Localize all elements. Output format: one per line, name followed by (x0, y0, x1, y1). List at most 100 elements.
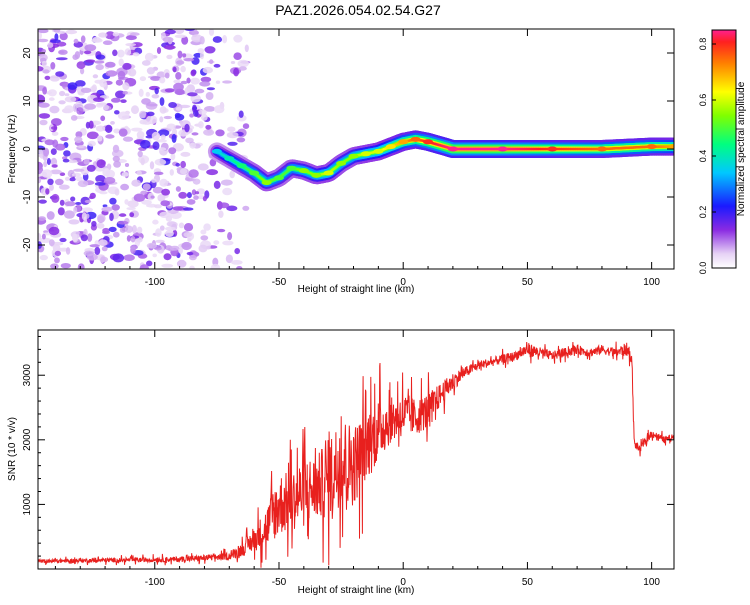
x-tick-label: -50 (272, 277, 287, 288)
noise-blob (164, 45, 176, 49)
x-tick-label: 50 (522, 277, 534, 288)
noise-blob (180, 66, 186, 72)
noise-blob (59, 91, 65, 96)
noise-blob (47, 158, 51, 165)
noise-blob (182, 53, 186, 57)
noise-blob (233, 35, 242, 43)
noise-blob (152, 220, 158, 225)
noise-blob (187, 192, 192, 198)
x-tick-label: -100 (145, 577, 165, 588)
noise-blob (84, 44, 96, 51)
noise-blob (75, 202, 82, 205)
noise-blob (126, 207, 135, 210)
noise-blob (207, 87, 215, 90)
ridge-peak (237, 163, 247, 168)
x-tick-label: -50 (272, 577, 287, 588)
noise-blob (94, 60, 104, 63)
noise-blob (154, 172, 164, 176)
noise-blob (189, 113, 194, 117)
spectrogram-x-label: Height of straight line (km) (298, 284, 415, 295)
noise-blob (189, 255, 197, 260)
noise-blob (103, 105, 109, 110)
colorbar: 0.00.20.40.60.8 Normalized spectral ampl… (698, 30, 747, 274)
y-tick-label: 10 (22, 95, 33, 107)
noise-blob (142, 60, 151, 66)
y-tick-label: 0 (22, 146, 33, 152)
noise-blob (165, 227, 176, 231)
noise-blob (39, 120, 47, 126)
noise-blob (167, 124, 176, 130)
noise-blob (41, 169, 52, 178)
noise-blob (233, 68, 239, 77)
noise-blob (84, 159, 90, 165)
noise-blob (140, 264, 149, 272)
noise-blob (222, 35, 227, 43)
ridge-peak (262, 180, 272, 185)
noise-blob (193, 195, 199, 200)
noise-blob (115, 189, 120, 196)
x-tick-label: 50 (522, 577, 534, 588)
noise-blob (205, 46, 216, 53)
noise-blob (151, 196, 155, 199)
ridge-peak (398, 139, 408, 144)
noise-blob (234, 248, 240, 254)
y-tick-label: -20 (22, 237, 33, 252)
noise-blob (105, 134, 114, 138)
ridge-peak (224, 156, 234, 161)
noise-blob (55, 71, 64, 77)
noise-blob (214, 64, 221, 68)
noise-blob (52, 164, 58, 168)
noise-blob (73, 207, 77, 214)
noise-blob (125, 43, 136, 46)
noise-blob (99, 191, 107, 194)
noise-blob (118, 112, 130, 120)
ridge-peak (299, 168, 309, 173)
noise-blob (55, 251, 61, 256)
noise-blob (123, 137, 133, 142)
noise-blob (35, 95, 45, 104)
noise-blob (65, 177, 70, 181)
noise-blob (222, 188, 232, 195)
noise-blob (160, 106, 167, 114)
noise-blob (147, 243, 157, 249)
noise-blob (184, 223, 193, 231)
noise-blob (47, 43, 53, 48)
noise-blob (209, 59, 213, 64)
noise-blob (87, 165, 96, 172)
ridge-peak (212, 149, 222, 154)
noise-blob (155, 228, 161, 237)
noise-blob (175, 72, 181, 80)
noise-blob (177, 260, 187, 268)
noise-blob (168, 147, 176, 154)
colorbar-tick-label: 0.0 (698, 262, 708, 275)
noise-blob (43, 161, 47, 167)
noise-blob (42, 87, 47, 95)
noise-blob (203, 223, 211, 230)
ridge-peak (498, 147, 508, 152)
snr-y-label: SNR (10 * v/v) (7, 417, 18, 481)
noise-blob (112, 50, 117, 57)
noise-blob (113, 145, 119, 153)
noise-blob (49, 97, 55, 101)
noise-blob (88, 141, 96, 147)
noise-blob (160, 97, 165, 106)
noise-blob (97, 214, 106, 223)
noise-blob (129, 212, 134, 217)
noise-blob (173, 80, 180, 84)
ridge-peak (411, 137, 421, 142)
noise-blob (216, 81, 220, 84)
noise-blob (165, 30, 176, 35)
ridge-peak (249, 171, 259, 176)
noise-blob (110, 121, 115, 125)
noise-blob (180, 161, 186, 168)
noise-blob (213, 36, 222, 43)
noise-blob (146, 112, 154, 117)
noise-blob (78, 145, 85, 148)
noise-blob (141, 98, 151, 105)
noise-blob (195, 89, 205, 94)
noise-blob (165, 88, 175, 92)
noise-blob (95, 182, 106, 186)
noise-blob (48, 89, 57, 96)
noise-blob (51, 148, 57, 155)
